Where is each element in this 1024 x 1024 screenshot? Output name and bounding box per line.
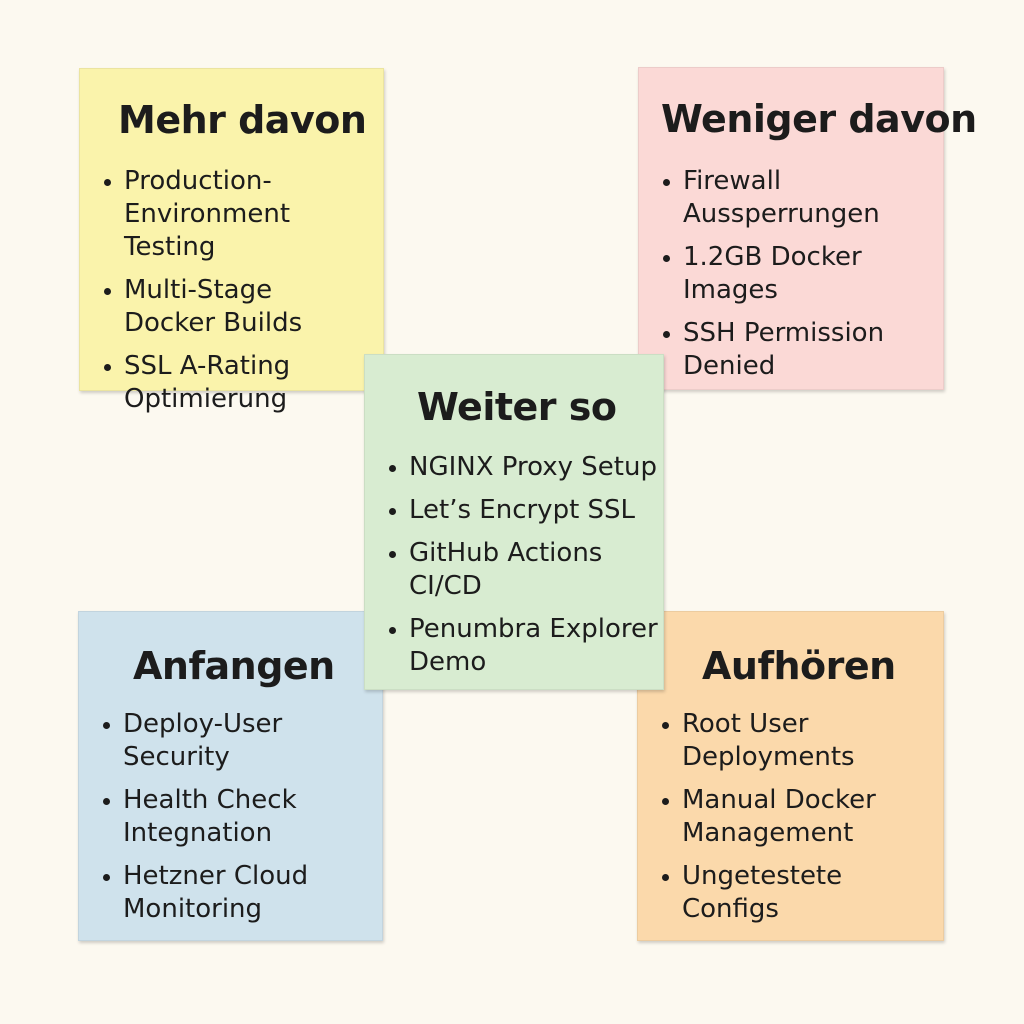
sticky-note-less[interactable]: Weniger davon Firewall Aussperrungen 1.2… (638, 67, 977, 393)
note-list-stop: Root User Deployments Manual Docker Mana… (638, 708, 876, 936)
list-item: Multi-Stage Docker Builds (80, 274, 383, 340)
note-title-start: Anfangen (133, 644, 335, 688)
sticky-note-stop[interactable]: Aufhören Root User Deployments Manual Do… (637, 611, 944, 941)
list-item: Manual Docker Management (638, 784, 876, 850)
note-list-start: Deploy-User Security Health Check Integn… (79, 708, 308, 936)
note-title-stop: Aufhören (702, 644, 896, 688)
list-item: SSH Permission Denied (639, 317, 884, 383)
list-item: Let’s Encrypt SSL (365, 494, 658, 527)
list-item: 1.2GB Docker Images (639, 241, 884, 307)
note-title-less: Weniger davon (661, 97, 977, 141)
list-item: Firewall Aussperrungen (639, 165, 884, 231)
list-item: Hetzner Cloud Monitoring (79, 860, 308, 926)
list-item: Deploy-User Security (79, 708, 308, 774)
list-item: NGINX Proxy Setup (365, 451, 658, 484)
list-item: Root User Deployments (638, 708, 876, 774)
note-list-keep: NGINX Proxy Setup Let’s Encrypt SSL GitH… (365, 451, 658, 689)
note-title-keep: Weiter so (417, 385, 617, 429)
sticky-note-keep[interactable]: Weiter so NGINX Proxy Setup Let’s Encryp… (364, 354, 664, 690)
sticky-note-start[interactable]: Anfangen Deploy-User Security Health Che… (78, 611, 383, 941)
list-item: Health Check Integnation (79, 784, 308, 850)
note-title-more: Mehr davon (118, 98, 367, 142)
note-list-less: Firewall Aussperrungen 1.2GB Docker Imag… (639, 165, 884, 393)
sticky-note-more[interactable]: Mehr davon Production- Environment Testi… (79, 68, 384, 414)
list-item: Production- Environment Testing (80, 165, 383, 264)
list-item: GitHub Actions CI/CD (365, 537, 658, 603)
list-item: SSL A-Rating Optimierung (80, 350, 383, 416)
note-list-more: Production- Environment Testing Multi-St… (80, 165, 383, 426)
list-item: Penumbra Explorer Demo (365, 613, 658, 679)
list-item: Ungetestete Configs (638, 860, 876, 926)
